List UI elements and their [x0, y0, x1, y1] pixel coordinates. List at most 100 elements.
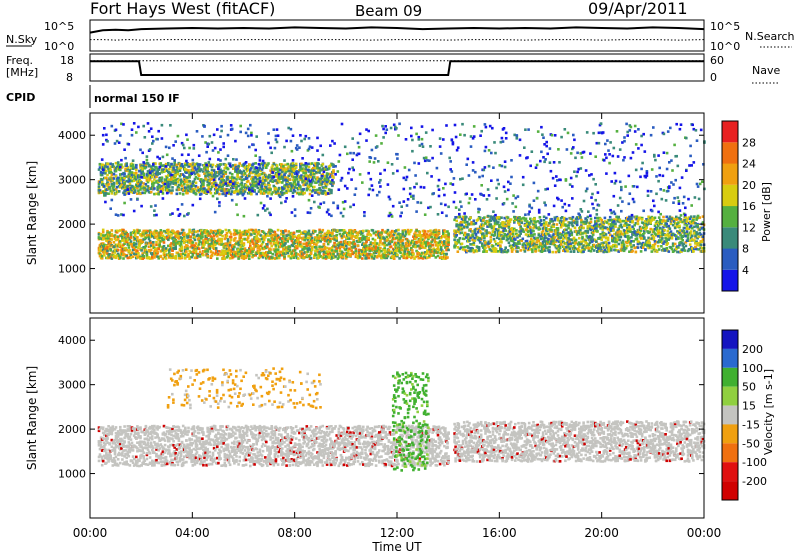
data-cell: [498, 217, 501, 221]
data-cell: [225, 231, 229, 235]
data-cell: [652, 246, 656, 249]
data-cell: [648, 230, 651, 234]
data-cell: [141, 252, 144, 255]
data-cell: [570, 233, 574, 237]
data-cell: [645, 239, 648, 242]
data-cell: [248, 249, 251, 252]
data-cell: [390, 251, 394, 255]
data-cell: [389, 234, 393, 238]
data-cell: [442, 232, 445, 236]
data-cell: [638, 242, 642, 245]
data-cell: [671, 242, 675, 245]
data-cell: [554, 232, 558, 236]
data-cell: [198, 255, 202, 258]
data-cell: [303, 255, 306, 259]
data-cell: [158, 236, 161, 239]
data-cell: [132, 246, 136, 250]
data-cell: [364, 252, 367, 256]
data-cell: [613, 219, 616, 223]
data-cell: [691, 238, 694, 241]
data-cell: [297, 239, 300, 243]
data-cell: [374, 246, 378, 249]
data-cell: [652, 236, 656, 239]
data-cell: [446, 246, 449, 250]
data-cell: [110, 257, 114, 260]
data-cell: [538, 221, 542, 224]
data-cell: [669, 246, 673, 249]
data-cell: [335, 237, 338, 240]
data-cell: [292, 254, 296, 257]
data-cell: [460, 231, 464, 234]
data-cell: [537, 239, 541, 243]
data-cell: [471, 235, 474, 238]
data-cell: [550, 228, 553, 232]
data-cell: [110, 238, 114, 241]
data-cell: [249, 245, 252, 248]
data-cell: [461, 246, 465, 249]
data-cell: [491, 245, 495, 248]
data-cell: [667, 238, 671, 241]
data-cell: [318, 228, 321, 232]
data-cell: [489, 219, 493, 222]
data-cell: [154, 235, 157, 239]
data-cell: [167, 232, 170, 235]
data-cell: [567, 231, 570, 234]
data-cell: [327, 250, 331, 254]
data-cell: [355, 231, 359, 235]
data-cell: [617, 228, 620, 231]
data-cell: [545, 223, 548, 226]
data-cell: [402, 255, 406, 258]
data-cell: [481, 235, 484, 238]
data-cell: [638, 225, 642, 229]
data-cell: [612, 223, 615, 226]
data-cell: [663, 240, 666, 243]
data-cell: [99, 171, 103, 174]
data-cell: [308, 254, 312, 257]
data-cell: [453, 238, 456, 242]
data-cell: [529, 244, 532, 248]
cpid-value: normal 150 IF: [94, 92, 180, 105]
data-cell: [607, 241, 611, 245]
data-cell: [665, 215, 668, 219]
data-cell: [626, 231, 629, 235]
data-cell: [378, 252, 381, 256]
data-cell: [111, 234, 115, 238]
data-cell: [556, 228, 560, 232]
data-cell: [326, 236, 330, 239]
data-cell: [602, 235, 606, 238]
data-cell: [145, 253, 149, 256]
data-cell: [600, 238, 603, 242]
data-cell: [355, 236, 359, 239]
data-cell: [354, 249, 358, 253]
data-cell: [533, 217, 536, 221]
data-cell: [594, 220, 597, 224]
data-cell: [327, 230, 331, 233]
data-cell: [120, 179, 123, 182]
data-cell: [440, 241, 444, 244]
data-cell: [581, 246, 584, 249]
data-cell: [626, 216, 629, 220]
data-cell: [612, 229, 615, 232]
data-cell: [228, 243, 232, 247]
data-cell: [572, 249, 576, 253]
data-cell: [385, 243, 389, 247]
data-cell: [527, 229, 531, 233]
data-cell: [567, 243, 570, 246]
data-cell: [252, 229, 255, 233]
data-cell: [280, 250, 283, 254]
data-cell: [695, 231, 698, 234]
data-cell: [209, 250, 213, 254]
data-cell: [323, 239, 327, 243]
data-cell: [408, 252, 412, 256]
data-cell: [569, 244, 573, 248]
data-cell: [429, 252, 432, 255]
data-cell: [157, 192, 160, 196]
data-cell: [513, 241, 516, 245]
data-cell: [676, 217, 679, 221]
data-cell: [110, 192, 114, 195]
data-cell: [188, 228, 191, 232]
data-cell: [631, 225, 634, 228]
data-cell: [469, 216, 472, 219]
data-cell: [565, 217, 568, 221]
data-cell: [595, 240, 598, 243]
